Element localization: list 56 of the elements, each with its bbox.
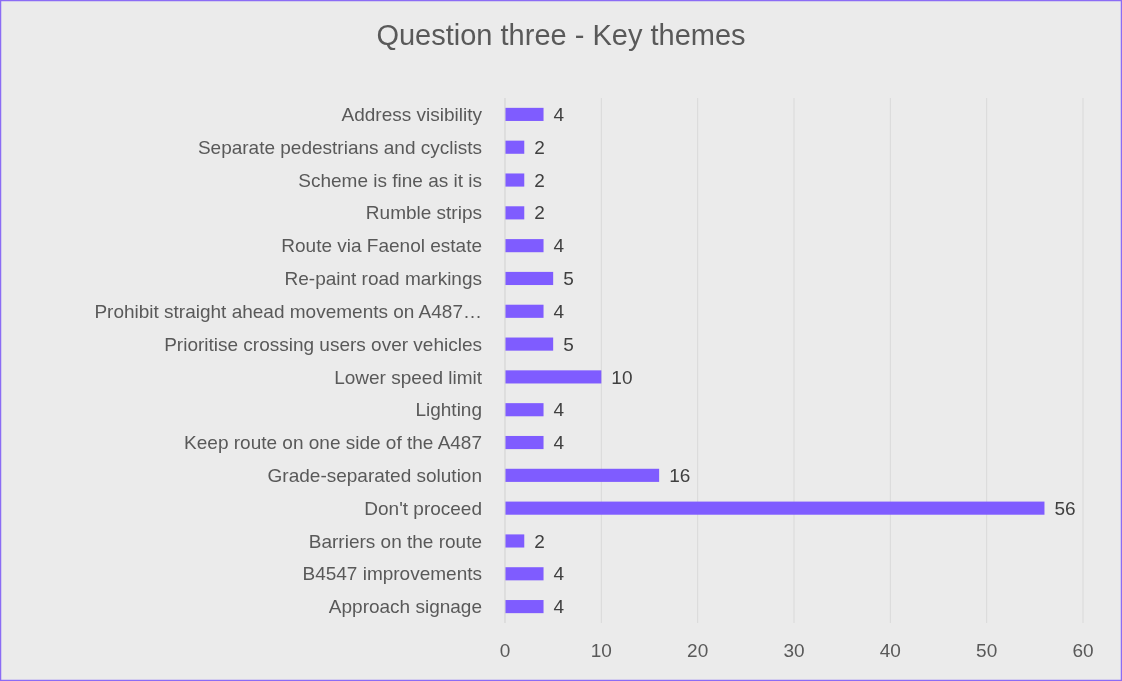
y-tick-label: Don't proceed — [364, 497, 482, 519]
bar — [505, 501, 1045, 515]
x-tick-label: 60 — [1072, 639, 1094, 661]
x-tick-label: 40 — [879, 639, 901, 661]
bar — [505, 304, 544, 318]
data-label: 4 — [553, 563, 565, 585]
y-tick-label: Route via Faenol estate — [281, 235, 482, 257]
bar — [505, 140, 525, 154]
data-label: 4 — [553, 235, 565, 257]
bar — [505, 435, 544, 450]
data-label: 2 — [534, 530, 545, 552]
data-label: 4 — [553, 104, 565, 126]
chart-title: Question three - Key themes — [376, 19, 746, 51]
data-label: 4 — [553, 399, 565, 421]
bar — [505, 173, 525, 187]
bar — [505, 403, 544, 417]
bar — [505, 206, 525, 220]
data-label: 5 — [563, 333, 574, 355]
bar — [505, 337, 554, 351]
x-tick-label: 50 — [976, 639, 998, 661]
bar — [505, 370, 602, 384]
y-tick-label: Grade-separated solution — [267, 464, 482, 486]
x-tick-label: 0 — [499, 639, 511, 661]
bar — [505, 107, 544, 121]
data-label: 4 — [553, 596, 565, 618]
y-tick-label: Prohibit straight ahead movements on A487… — [94, 300, 482, 322]
data-label: 2 — [534, 202, 545, 224]
y-tick-label: Barriers on the route — [308, 530, 482, 552]
y-tick-label: Approach signage — [328, 596, 482, 618]
y-tick-label: Keep route on one side of the A487 — [184, 432, 482, 454]
y-tick-label: Rumble strips — [365, 202, 482, 224]
x-tick-label: 30 — [783, 639, 805, 661]
y-tick-label: Separate pedestrians and cyclists — [197, 136, 482, 158]
y-tick-label: Scheme is fine as it is — [298, 169, 482, 191]
data-label: 2 — [534, 169, 545, 191]
bar — [505, 468, 660, 482]
x-tick-label: 10 — [590, 639, 612, 661]
bar — [505, 567, 544, 581]
y-tick-label: Address visibility — [341, 104, 483, 126]
bar — [505, 600, 544, 614]
x-tick-label: 20 — [687, 639, 709, 661]
y-tick-label: Re-paint road markings — [284, 268, 482, 290]
bar — [505, 534, 525, 548]
y-tick-label: B4547 improvements — [302, 563, 482, 585]
bar — [505, 271, 554, 286]
data-label: 4 — [553, 432, 565, 454]
y-tick-label: Prioritise crossing users over vehicles — [164, 333, 482, 355]
y-tick-label: Lower speed limit — [334, 366, 483, 388]
data-label: 5 — [563, 268, 574, 290]
data-label: 4 — [553, 300, 565, 322]
data-label: 2 — [534, 136, 545, 158]
data-label: 56 — [1054, 497, 1076, 519]
data-label: 10 — [611, 366, 633, 388]
y-tick-label: Lighting — [415, 399, 482, 421]
bar — [505, 239, 544, 253]
data-label: 16 — [669, 464, 691, 486]
